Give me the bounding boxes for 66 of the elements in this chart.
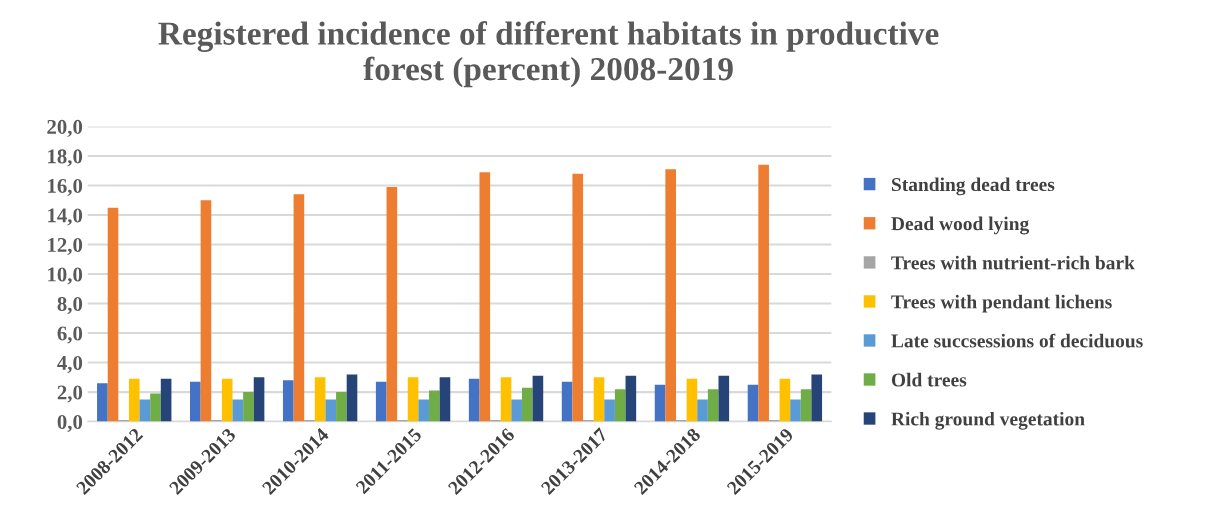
bar <box>336 392 347 422</box>
bar <box>561 381 573 422</box>
bar <box>418 399 430 422</box>
y-tick-label: 4,0 <box>57 355 83 374</box>
legend-label: Dead wood lying <box>891 216 1030 235</box>
legend-label: Trees with nutrient-rich bark <box>891 255 1135 270</box>
bar <box>232 399 244 422</box>
y-tick-label: 14,0 <box>48 208 83 226</box>
bar <box>521 387 533 422</box>
bar <box>439 377 451 422</box>
bar <box>758 164 769 422</box>
bar <box>811 374 823 422</box>
bar <box>190 381 201 422</box>
legend-label: Rich ground vegetation <box>891 411 1085 430</box>
bar <box>253 377 265 422</box>
bar <box>150 393 161 422</box>
bar <box>243 392 254 422</box>
bar <box>107 207 119 422</box>
legend-label: Standing dead trees <box>891 177 1055 196</box>
bar <box>128 378 140 422</box>
bar <box>604 399 615 422</box>
bar <box>293 194 305 422</box>
y-tick-label: 18,0 <box>48 149 83 167</box>
y-tick-label: 10,0 <box>48 267 83 285</box>
bar <box>200 200 212 422</box>
bar <box>375 381 387 422</box>
bar <box>654 384 666 422</box>
bar <box>625 375 637 422</box>
y-tick-label: 12,0 <box>48 237 83 255</box>
bar <box>614 389 626 422</box>
bar <box>346 374 358 422</box>
bar <box>407 377 419 422</box>
bar <box>314 377 326 422</box>
bar <box>532 375 544 422</box>
legend-label: Old trees <box>891 372 967 387</box>
bar <box>779 378 791 422</box>
bar <box>97 383 108 422</box>
chart-title: Registered incidence of different habitats in productive forest (percent) 2008-2019 <box>158 21 939 88</box>
y-tick-label: 2,0 <box>57 385 83 403</box>
bar <box>139 399 151 422</box>
bar <box>747 384 759 422</box>
bar <box>479 172 491 422</box>
bar <box>593 377 605 422</box>
bar <box>325 399 337 422</box>
bar <box>790 399 801 422</box>
legend-label: Late succsessions of deciduous <box>891 333 1143 348</box>
y-tick-label: 16,0 <box>48 178 83 196</box>
bar <box>468 378 480 422</box>
bar <box>221 378 233 422</box>
bar <box>686 378 698 422</box>
bar <box>800 389 812 422</box>
bar <box>282 380 294 422</box>
bar <box>665 169 676 422</box>
y-tick-label: 8,0 <box>57 296 83 315</box>
y-tick-label: 6,0 <box>57 326 83 344</box>
bar <box>160 378 172 422</box>
bar <box>511 399 522 422</box>
bar <box>697 399 708 422</box>
y-tick-label: 20,0 <box>47 119 83 137</box>
bar <box>429 390 440 422</box>
bar <box>386 186 398 422</box>
bar <box>707 389 719 422</box>
bar <box>718 375 730 422</box>
legend-label: Trees with pendant lichens <box>891 294 1112 313</box>
bar <box>572 173 584 422</box>
bar <box>500 377 512 422</box>
